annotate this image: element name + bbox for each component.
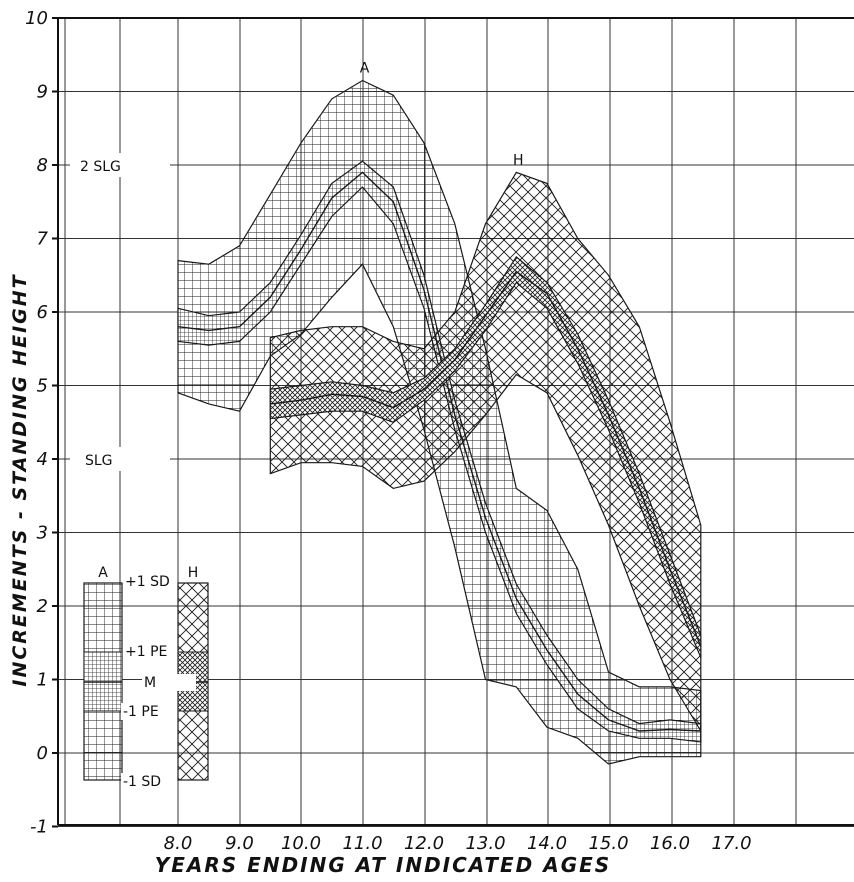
legend-label-A-bg [95,564,111,581]
y-tick-label: 9 [37,82,48,103]
x-tick-label: 14.0 [527,833,567,854]
y-tick-label: -1 [30,817,48,838]
series-H-sd-band [269,171,702,734]
y-tick-label: 2 [37,596,48,617]
bands [177,79,702,765]
series-H-mean-line [270,270,702,647]
y-tick-label: 8 [37,155,48,176]
y-tick-label: 10 [25,8,48,29]
legend-minus-sd: -1 SD [123,774,161,790]
series-label: A [360,60,370,76]
ref-line-label: SLG [85,453,113,469]
legend-plus-pe: +1 PE [125,644,167,660]
legend-plus-pe-bg [123,643,177,660]
legend: A H +1 SD +1 PE M -1 PE -1 SD [83,564,209,790]
x-tick-label: 12.0 [404,833,444,854]
x-tick-label: 17.0 [711,833,751,854]
legend-minus-pe: -1 PE [123,704,159,720]
x-tick-label: 8.0 [164,833,193,854]
x-tick-label: 9.0 [225,833,254,854]
x-tick-label: 13.0 [465,833,505,854]
x-tick-label: 11.0 [342,833,382,854]
legend-minus-sd-bg [121,773,175,790]
legend-label-H: H [188,565,199,581]
series-label: H [513,152,524,168]
ref-label-bg [70,153,170,177]
x-tick-label: 10.0 [281,833,321,854]
legend-plus-sd: +1 SD [125,574,170,590]
ref-label-bg [70,447,170,471]
legend-label-A: A [98,565,108,581]
reference-lines: 2 SLG SLG [70,153,170,471]
series-H-pe-band [269,256,702,658]
y-tick-label: 1 [37,670,48,691]
y-axis-title: INCREMENTS - STANDING HEIGHT [9,273,31,686]
ref-line-label: 2 SLG [80,159,121,175]
legend-minus-pe-bg [121,703,175,720]
legend-mean: M [144,675,156,691]
y-tick-label: 6 [37,302,48,323]
x-tick-label: 15.0 [588,833,628,854]
series-A-pe-band [177,160,702,743]
series-H-group [269,171,702,734]
series-labels: AH [360,60,524,168]
legend-label-H-bg [185,564,201,581]
y-tick-label: 7 [37,229,49,250]
x-axis-title: YEARS ENDING AT INDICATED AGES [155,853,611,877]
legend-mean-bg [142,674,196,691]
y-tick-label: 5 [37,376,48,397]
y-tick-label: 4 [37,449,48,470]
legend-plus-sd-bg [123,573,177,590]
y-tick-label: 3 [37,523,48,544]
y-tick-label: 0 [37,743,48,764]
axes: -1 0 1 2 3 4 5 6 7 8 9 10 8.0 9.0 10.0 11.0 12.0 13.0 14.0… [25,8,854,854]
x-tick-label: 16.0 [650,833,690,854]
